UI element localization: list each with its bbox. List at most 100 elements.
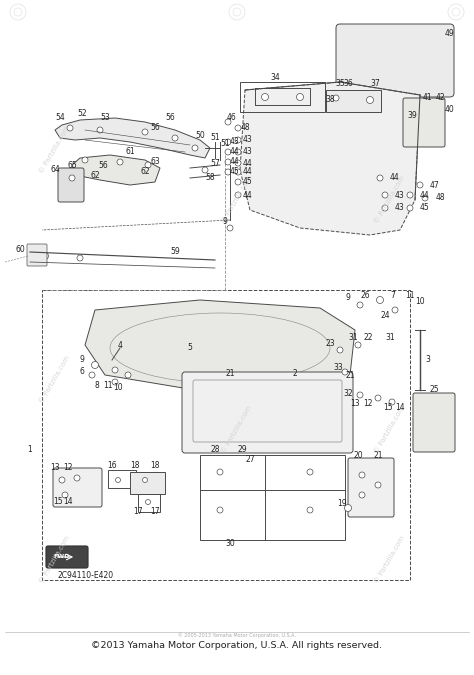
Circle shape: [112, 379, 118, 385]
Circle shape: [112, 367, 118, 373]
Circle shape: [357, 392, 363, 398]
Text: © Partzilla.com: © Partzilla.com: [374, 405, 406, 455]
Text: 36: 36: [343, 80, 353, 88]
Circle shape: [74, 475, 80, 481]
Circle shape: [91, 362, 99, 369]
Text: FWD: FWD: [54, 554, 70, 560]
Text: 15: 15: [53, 497, 63, 506]
Text: 43: 43: [395, 203, 405, 213]
Text: 44: 44: [243, 159, 253, 167]
Text: 3: 3: [426, 356, 430, 365]
FancyBboxPatch shape: [182, 372, 353, 453]
Text: 14: 14: [63, 497, 73, 506]
Circle shape: [382, 205, 388, 211]
Text: 44: 44: [230, 157, 240, 167]
Circle shape: [116, 477, 120, 483]
Circle shape: [262, 94, 268, 101]
Circle shape: [235, 192, 241, 198]
Text: 46: 46: [227, 113, 237, 122]
Circle shape: [217, 507, 223, 513]
Circle shape: [235, 179, 241, 185]
Text: 16: 16: [107, 462, 117, 470]
Text: ©2013 Yamaha Motor Corporation, U.S.A. All rights reserved.: ©2013 Yamaha Motor Corporation, U.S.A. A…: [91, 641, 383, 649]
Text: 41: 41: [422, 94, 432, 103]
Text: © Partzilla.com: © Partzilla.com: [374, 175, 406, 225]
FancyBboxPatch shape: [413, 393, 455, 452]
Text: 12: 12: [363, 398, 373, 408]
Text: 42: 42: [435, 94, 445, 103]
Text: 14: 14: [395, 404, 405, 412]
Circle shape: [342, 369, 348, 375]
Circle shape: [89, 372, 95, 378]
Text: 28: 28: [210, 446, 220, 454]
Text: 56: 56: [150, 124, 160, 132]
Circle shape: [333, 95, 339, 101]
Text: 52: 52: [77, 109, 87, 117]
Text: 15: 15: [383, 404, 393, 412]
Text: 11: 11: [405, 290, 415, 300]
Text: 45: 45: [230, 167, 240, 176]
Circle shape: [225, 139, 231, 145]
Text: 5: 5: [188, 344, 192, 352]
Text: 33: 33: [333, 362, 343, 371]
Circle shape: [77, 255, 83, 261]
Circle shape: [389, 399, 395, 405]
Text: 60: 60: [15, 246, 25, 254]
Text: © 2005-2013 Yamaha Motor Corporation, U.S.A.: © 2005-2013 Yamaha Motor Corporation, U.…: [178, 632, 296, 638]
FancyBboxPatch shape: [403, 98, 445, 147]
Text: 29: 29: [237, 446, 247, 454]
Bar: [326, 90, 381, 112]
Bar: [200, 455, 345, 540]
Circle shape: [172, 135, 178, 141]
Text: 43: 43: [243, 148, 253, 157]
Text: 24: 24: [380, 310, 390, 319]
FancyBboxPatch shape: [348, 458, 394, 517]
Text: 65: 65: [67, 161, 77, 169]
Text: 17: 17: [133, 508, 143, 516]
Text: 10: 10: [415, 298, 425, 306]
Circle shape: [117, 159, 123, 165]
Circle shape: [337, 347, 343, 353]
Text: 53: 53: [100, 113, 110, 122]
Circle shape: [307, 469, 313, 475]
Text: 56: 56: [98, 161, 108, 169]
Circle shape: [375, 482, 381, 488]
Circle shape: [67, 125, 73, 131]
Text: 48: 48: [240, 124, 250, 132]
Text: 51: 51: [220, 138, 230, 148]
Circle shape: [225, 159, 231, 165]
Circle shape: [225, 149, 231, 155]
Polygon shape: [55, 118, 210, 158]
Text: 31: 31: [385, 333, 395, 342]
Text: 1: 1: [27, 446, 32, 454]
Text: 9: 9: [346, 294, 350, 302]
Circle shape: [146, 500, 151, 504]
Circle shape: [297, 94, 303, 101]
Text: © Partzilla.com: © Partzilla.com: [39, 125, 71, 175]
Text: 44: 44: [390, 173, 400, 182]
Text: 47: 47: [430, 180, 440, 190]
Text: 54: 54: [55, 113, 65, 122]
Text: 9: 9: [80, 356, 84, 365]
Circle shape: [345, 504, 352, 512]
Text: 40: 40: [445, 105, 455, 115]
Text: 43: 43: [243, 136, 253, 144]
Circle shape: [377, 175, 383, 181]
Circle shape: [235, 169, 241, 175]
Text: 50: 50: [195, 130, 205, 140]
Circle shape: [407, 192, 413, 198]
Text: 20: 20: [353, 450, 363, 460]
Text: 34: 34: [270, 74, 280, 82]
Text: 44: 44: [243, 190, 253, 200]
Text: 21: 21: [225, 369, 235, 377]
Text: 35: 35: [335, 80, 345, 88]
Text: 62: 62: [90, 171, 100, 180]
Polygon shape: [72, 155, 160, 185]
Text: 58: 58: [205, 173, 215, 182]
Text: 7: 7: [391, 290, 395, 300]
Polygon shape: [85, 300, 355, 392]
Circle shape: [59, 477, 65, 483]
Circle shape: [307, 507, 313, 513]
Circle shape: [235, 125, 241, 131]
Text: 12: 12: [63, 462, 73, 472]
